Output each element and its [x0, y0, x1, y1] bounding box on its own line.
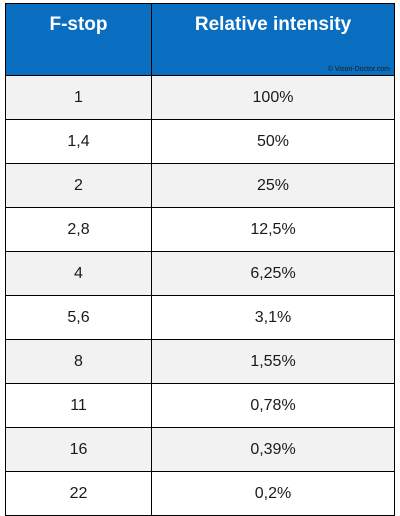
table-row: 16 0,39% — [5, 427, 395, 472]
intensity-cell: 12,5% — [151, 207, 395, 252]
table-header: F-stop Relative intensity © Vison-Doctor… — [5, 3, 395, 76]
table-row: 2 25% — [5, 163, 395, 208]
fstop-cell: 16 — [5, 427, 152, 472]
header-relative-intensity: Relative intensity © Vison-Doctor.com — [151, 3, 395, 76]
table-body: 1 100% 1,4 50% 2 25% 2,8 12,5% 4 6,25% 5… — [5, 75, 395, 516]
intensity-cell: 0,78% — [151, 383, 395, 428]
fstop-cell: 2,8 — [5, 207, 152, 252]
header-fstop: F-stop — [5, 3, 152, 76]
intensity-cell: 1,55% — [151, 339, 395, 384]
intensity-cell: 0,39% — [151, 427, 395, 472]
fstop-cell: 22 — [5, 471, 152, 516]
fstop-cell: 1,4 — [5, 119, 152, 164]
copyright-note: © Vison-Doctor.com — [327, 66, 390, 73]
header-row: F-stop Relative intensity © Vison-Doctor… — [5, 3, 395, 76]
fstop-table-container: F-stop Relative intensity © Vison-Doctor… — [5, 3, 395, 516]
intensity-cell: 100% — [151, 75, 395, 120]
table-row: 8 1,55% — [5, 339, 395, 384]
fstop-intensity-table: F-stop Relative intensity © Vison-Doctor… — [5, 3, 395, 516]
fstop-cell: 1 — [5, 75, 152, 120]
fstop-cell: 4 — [5, 251, 152, 296]
table-row: 11 0,78% — [5, 383, 395, 428]
intensity-cell: 6,25% — [151, 251, 395, 296]
intensity-cell: 3,1% — [151, 295, 395, 340]
fstop-cell: 2 — [5, 163, 152, 208]
fstop-cell: 8 — [5, 339, 152, 384]
table-row: 5,6 3,1% — [5, 295, 395, 340]
intensity-cell: 25% — [151, 163, 395, 208]
header-relative-intensity-label: Relative intensity — [194, 14, 352, 35]
table-row: 4 6,25% — [5, 251, 395, 296]
table-row: 2,8 12,5% — [5, 207, 395, 252]
fstop-cell: 11 — [5, 383, 152, 428]
intensity-cell: 0,2% — [151, 471, 395, 516]
intensity-cell: 50% — [151, 119, 395, 164]
table-row: 1,4 50% — [5, 119, 395, 164]
table-row: 1 100% — [5, 75, 395, 120]
table-row: 22 0,2% — [5, 471, 395, 516]
fstop-cell: 5,6 — [5, 295, 152, 340]
